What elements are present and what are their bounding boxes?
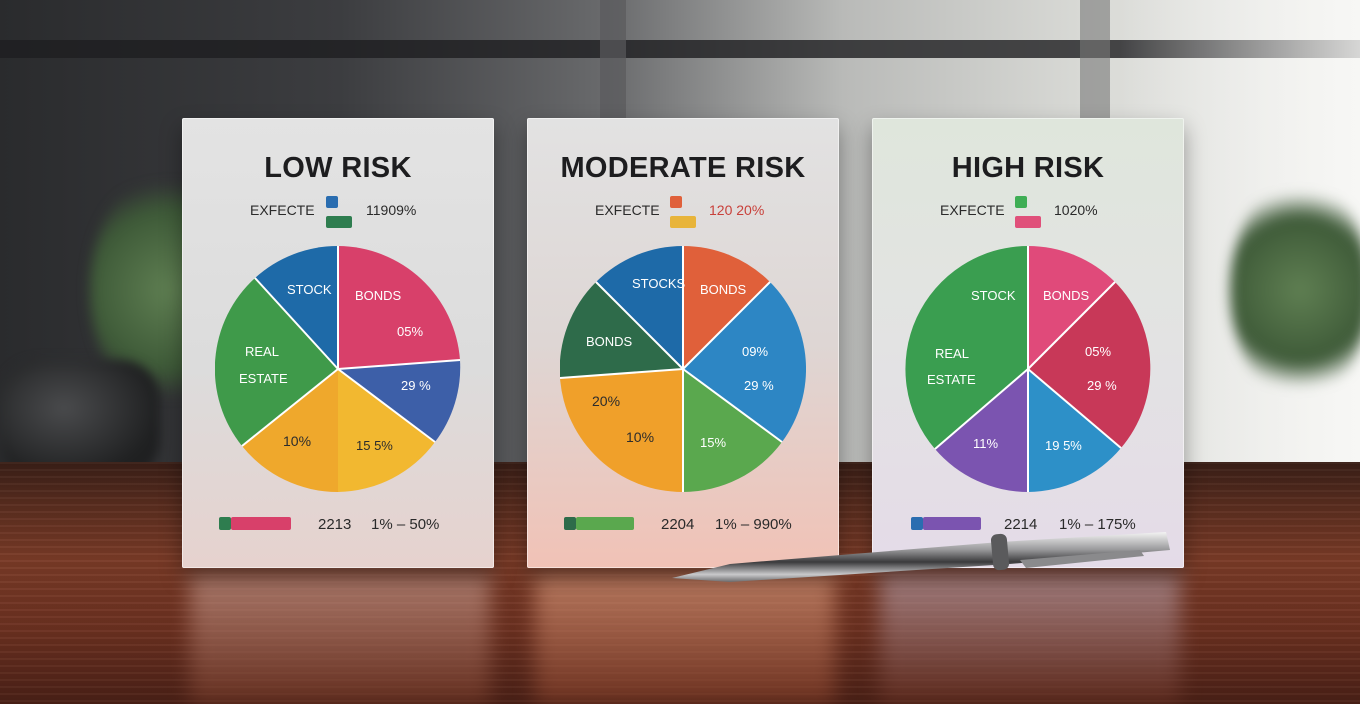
pie-slice-stock bbox=[905, 246, 1028, 449]
slice-value: 29 % bbox=[1087, 378, 1117, 393]
silver-pen bbox=[672, 532, 1170, 582]
ceiling-beam bbox=[0, 40, 1360, 58]
allocation-pie-chart: STOCK BONDS 05% 29 % 19 5% 11% REAL ESTA… bbox=[905, 246, 1151, 492]
slice-value: 15% bbox=[700, 435, 726, 450]
expected-value: 1020% bbox=[1054, 202, 1098, 218]
slice-value: 05% bbox=[397, 324, 423, 339]
range-bar-segment bbox=[219, 517, 231, 530]
slice-label: BONDS bbox=[700, 282, 747, 297]
pie-slice-bonds bbox=[1028, 246, 1115, 369]
card-title: MODERATE RISK bbox=[560, 152, 806, 184]
slice-label: BONDS bbox=[586, 334, 633, 349]
expected-value: 120 20% bbox=[709, 202, 765, 218]
blurred-chair bbox=[0, 360, 160, 480]
slice-label: BONDS bbox=[1043, 288, 1090, 303]
pie-slice-stocks bbox=[596, 246, 683, 369]
blurred-plant bbox=[1230, 180, 1360, 400]
range-bar-segment bbox=[564, 517, 576, 530]
slice-label-real: REAL bbox=[245, 344, 279, 359]
pie-slice-bonds bbox=[338, 246, 460, 369]
legend-swatch bbox=[326, 196, 338, 208]
card-reflection bbox=[190, 572, 490, 704]
pie-slice-yellow-light bbox=[338, 369, 435, 492]
slice-value: 20% bbox=[592, 393, 620, 409]
bottom-code: 2213 bbox=[318, 516, 352, 533]
risk-card-high: HIGH RISK EXFECTE 1020% STOCK BONDS 05% … bbox=[872, 118, 1184, 568]
legend-swatch bbox=[670, 196, 682, 208]
slice-value: 05% bbox=[1085, 344, 1111, 359]
expected-label: EXFECTE bbox=[250, 202, 315, 218]
expected-value: 11909% bbox=[366, 202, 417, 218]
range-bar-segment bbox=[576, 517, 634, 530]
risk-card-moderate: MODERATE RISK EXFECTE 120 20% STOCKS BON… bbox=[527, 118, 839, 568]
pie-slice-bonds-green bbox=[560, 282, 683, 378]
slice-value: 29 % bbox=[744, 378, 774, 393]
bottom-code: 2204 bbox=[661, 516, 695, 533]
expected-label: EXFECTE bbox=[940, 202, 1005, 218]
return-range: 1% – 175% bbox=[1059, 516, 1136, 533]
range-bar-segment bbox=[231, 517, 291, 530]
return-range: 1% – 990% bbox=[715, 516, 792, 533]
return-range: 1% – 50% bbox=[371, 516, 440, 533]
legend-swatch bbox=[670, 216, 696, 228]
slice-label: BONDS bbox=[355, 288, 402, 303]
pie-slice-blue bbox=[683, 282, 806, 442]
bottom-code: 2214 bbox=[1004, 516, 1038, 533]
slice-value: 29 % bbox=[401, 378, 431, 393]
allocation-pie-chart: STOCK BONDS 05% 29 % 15 5% 10% REAL ESTA… bbox=[215, 246, 461, 492]
legend-swatch bbox=[1015, 196, 1027, 208]
legend-swatch bbox=[326, 216, 352, 228]
slice-label: STOCK bbox=[287, 282, 332, 297]
card-title: HIGH RISK bbox=[951, 152, 1105, 184]
range-bar-segment bbox=[923, 517, 981, 530]
pie-slice-orange bbox=[560, 369, 683, 492]
risk-card-low: LOW RISK EXFECTE 11909% STOCK BONDS 05% … bbox=[182, 118, 494, 568]
pie-slice-blue bbox=[1028, 369, 1121, 492]
pie-slice-purple bbox=[935, 369, 1028, 492]
pie-slice-yellow bbox=[242, 369, 338, 492]
slice-dividers bbox=[560, 246, 783, 492]
slice-value: 10% bbox=[626, 429, 654, 445]
pie-slice-bonds-orange bbox=[683, 246, 770, 369]
slice-label-estate: ESTATE bbox=[239, 371, 288, 386]
slice-value: 19 5% bbox=[1045, 438, 1082, 453]
pie-slice-green bbox=[683, 369, 782, 492]
slice-label: STOCKS bbox=[632, 276, 686, 291]
legend-swatch bbox=[1015, 216, 1041, 228]
slice-value: 09% bbox=[742, 344, 768, 359]
slice-dividers bbox=[241, 246, 461, 447]
card-reflection bbox=[535, 572, 835, 704]
slice-label: STOCK bbox=[971, 288, 1016, 303]
range-bar-segment bbox=[911, 517, 923, 530]
slice-dividers bbox=[934, 246, 1122, 492]
slice-value: 10% bbox=[283, 433, 311, 449]
slice-value: 15 5% bbox=[356, 438, 393, 453]
slice-value: 11% bbox=[973, 436, 998, 451]
slice-label-estate: ESTATE bbox=[927, 372, 976, 387]
pie-slice-crimson bbox=[1028, 282, 1151, 448]
pie-slice-blue bbox=[338, 360, 461, 442]
card-title: LOW RISK bbox=[264, 152, 412, 184]
pie-slice-real-estate bbox=[215, 278, 338, 446]
slice-label-real: REAL bbox=[935, 346, 969, 361]
pie-slice-stock bbox=[255, 246, 338, 369]
expected-label: EXFECTE bbox=[595, 202, 660, 218]
allocation-pie-chart: STOCKS BONDS 09% 29 % 15% 10% 20% BONDS bbox=[560, 246, 806, 492]
card-reflection bbox=[880, 572, 1180, 704]
